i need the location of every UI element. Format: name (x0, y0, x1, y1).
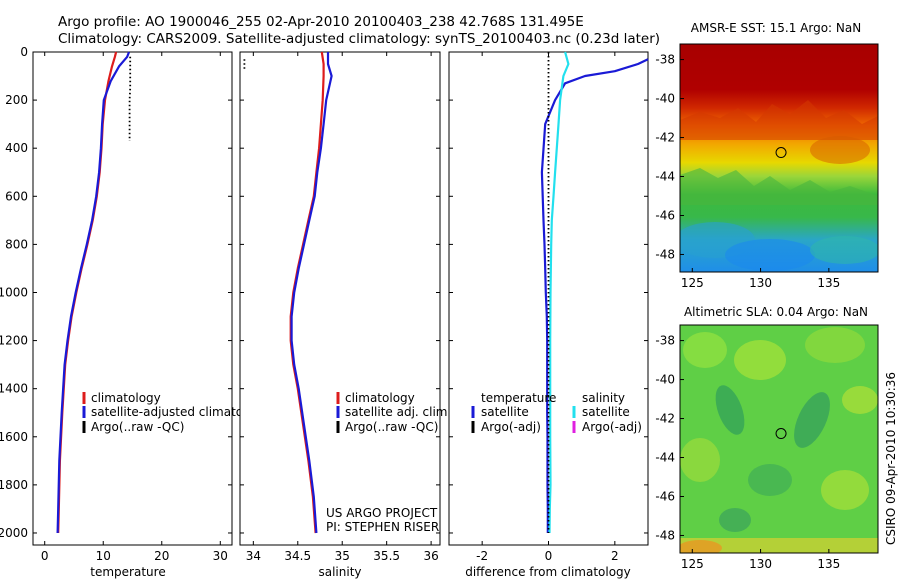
salinity-depth-ticks (240, 51, 440, 534)
temperature-series (56, 51, 132, 534)
depth-axis: 0 200 400 600 800 1000 1200 1400 1600 1800 2000 (0, 45, 232, 540)
map-lat-label: -42 (655, 412, 675, 426)
legend-climatology-label: climatology (345, 391, 415, 405)
map-lon-label: 125 (681, 557, 704, 571)
sst-map-frame (679, 43, 879, 273)
legend-argo-label: Argo(..raw -QC) (91, 420, 184, 434)
x-tick-label: 36 (423, 549, 438, 563)
sla-map-panel: Altimetric SLA: 0.04 Argo: NaN 125 130 135… (655, 305, 879, 571)
x-tick-label: 10 (96, 549, 111, 563)
argo-position-marker (775, 428, 787, 440)
sst-map-image (680, 44, 878, 272)
depth-tick-label: 800 (5, 237, 28, 251)
map-lat-label: -38 (655, 334, 675, 348)
depth-tick-label: 400 (5, 141, 28, 155)
temperature-x-axis: 0 10 20 30 (41, 52, 228, 563)
timestamp-stamp: CSIRO 09-Apr-2010 10:30:36 (884, 372, 898, 545)
legend-sal-argo-label: Argo(-adj) (582, 420, 642, 434)
x-tick-label: -2 (476, 549, 488, 563)
sla-map-image (680, 325, 878, 553)
salinity-axes-frame (239, 51, 441, 546)
difference-x-axis: -2 0 2 (476, 52, 619, 563)
difference-series (540, 51, 649, 534)
map-lat-label: -48 (655, 247, 675, 261)
map-lat-label: -40 (655, 92, 675, 106)
depth-tick-label: 0 (20, 45, 28, 59)
pi-credit: PI: STEPHEN RISER (326, 520, 439, 534)
map-lon-label: 125 (681, 276, 704, 290)
depth-tick-label: 1200 (0, 334, 28, 348)
salinity-series (243, 51, 333, 534)
salinity-axis-label: salinity (318, 565, 361, 579)
figure-title-line1: Argo profile: AO 1900046_255 02-Apr-2010… (58, 14, 584, 30)
sst-map-panel: AMSR-E SST: 15.1 Argo: NaN 125 130 135 -38 -… (655, 21, 879, 290)
map-lat-label: -44 (655, 170, 675, 184)
temperature-axis-label: temperature (90, 565, 165, 579)
map-lat-label: -42 (655, 131, 675, 145)
x-tick-label: 0 (41, 549, 49, 563)
legend-salinity-heading: salinity (582, 391, 625, 405)
difference-axis-label: difference from climatology (465, 565, 631, 579)
x-tick-label: 35 (335, 549, 350, 563)
depth-tick-label: 600 (5, 189, 28, 203)
map-lat-label: -48 (655, 528, 675, 542)
series-line (548, 51, 570, 534)
map-lon-label: 135 (817, 557, 840, 571)
depth-tick-label: 1000 (0, 285, 28, 299)
legend-temperature-heading: temperature (481, 391, 556, 405)
x-tick-label: 0 (545, 549, 553, 563)
map-lat-label: -38 (655, 53, 675, 67)
sst-map-axes: 125 130 135 -38 -40 -42 -44 -46 -48 (655, 53, 840, 290)
x-tick-label: 35.5 (373, 549, 400, 563)
salinity-legend: climatology satellite adj. clim. Argo(..… (336, 391, 451, 434)
x-tick-label: 20 (154, 549, 169, 563)
depth-tick-label: 1600 (0, 430, 28, 444)
difference-legend: temperature satellite Argo(-adj) salinit… (471, 391, 642, 434)
sst-map-title: AMSR-E SST: 15.1 Argo: NaN (691, 21, 861, 35)
legend-temp-argo-label: Argo(-adj) (481, 420, 541, 434)
depth-tick-label: 2000 (0, 526, 28, 540)
map-lon-label: 130 (749, 557, 772, 571)
legend-argo-label: Argo(..raw -QC) (345, 420, 438, 434)
difference-depth-ticks (449, 51, 648, 534)
temperature-axes-frame (32, 51, 233, 546)
x-tick-label: 2 (611, 549, 619, 563)
temperature-legend: climatology satellite-adjusted climatolo… (82, 391, 261, 434)
legend-satellite-label: satellite-adjusted climatolog (91, 405, 261, 419)
legend-climatology-label: climatology (91, 391, 161, 405)
figure-title-line2: Climatology: CARS2009. Satellite-adjuste… (58, 31, 660, 47)
salinity-x-axis: 34 34.5 35 35.5 36 (246, 52, 439, 563)
x-tick-label: 34.5 (284, 549, 311, 563)
project-credit: US ARGO PROJECT (326, 506, 438, 520)
legend-sal-satellite-label: satellite (582, 405, 630, 419)
sla-map-axes: 125 130 135 -38 -40 -42 -44 -46 -48 (655, 334, 840, 571)
map-lat-label: -44 (655, 451, 675, 465)
salinity-panel: 34 34.5 35 35.5 36 salinity climatology sate… (239, 51, 451, 579)
series-line (290, 52, 333, 534)
difference-panel: -2 0 2 difference from climatology tempera… (448, 51, 649, 579)
depth-tick-label: 200 (5, 93, 28, 107)
map-lat-label: -46 (655, 489, 675, 503)
series-line (540, 58, 649, 533)
sla-map-title: Altimetric SLA: 0.04 Argo: NaN (684, 305, 868, 319)
temperature-panel: 0 200 400 600 800 1000 1200 1400 1600 1800 2000 0 1… (0, 45, 261, 579)
map-lat-label: -40 (655, 373, 675, 387)
x-tick-label: 30 (213, 549, 228, 563)
argo-position-marker (775, 147, 787, 159)
depth-tick-label: 1400 (0, 382, 28, 396)
map-lon-label: 135 (817, 276, 840, 290)
x-tick-label: 34 (246, 549, 261, 563)
sla-map-frame (679, 324, 879, 554)
map-lon-label: 130 (749, 276, 772, 290)
map-lat-label: -46 (655, 208, 675, 222)
series-line (56, 51, 131, 534)
legend-temp-satellite-label: satellite (481, 405, 529, 419)
depth-tick-label: 1800 (0, 478, 28, 492)
legend-satellite-label: satellite adj. clim. (345, 405, 451, 419)
